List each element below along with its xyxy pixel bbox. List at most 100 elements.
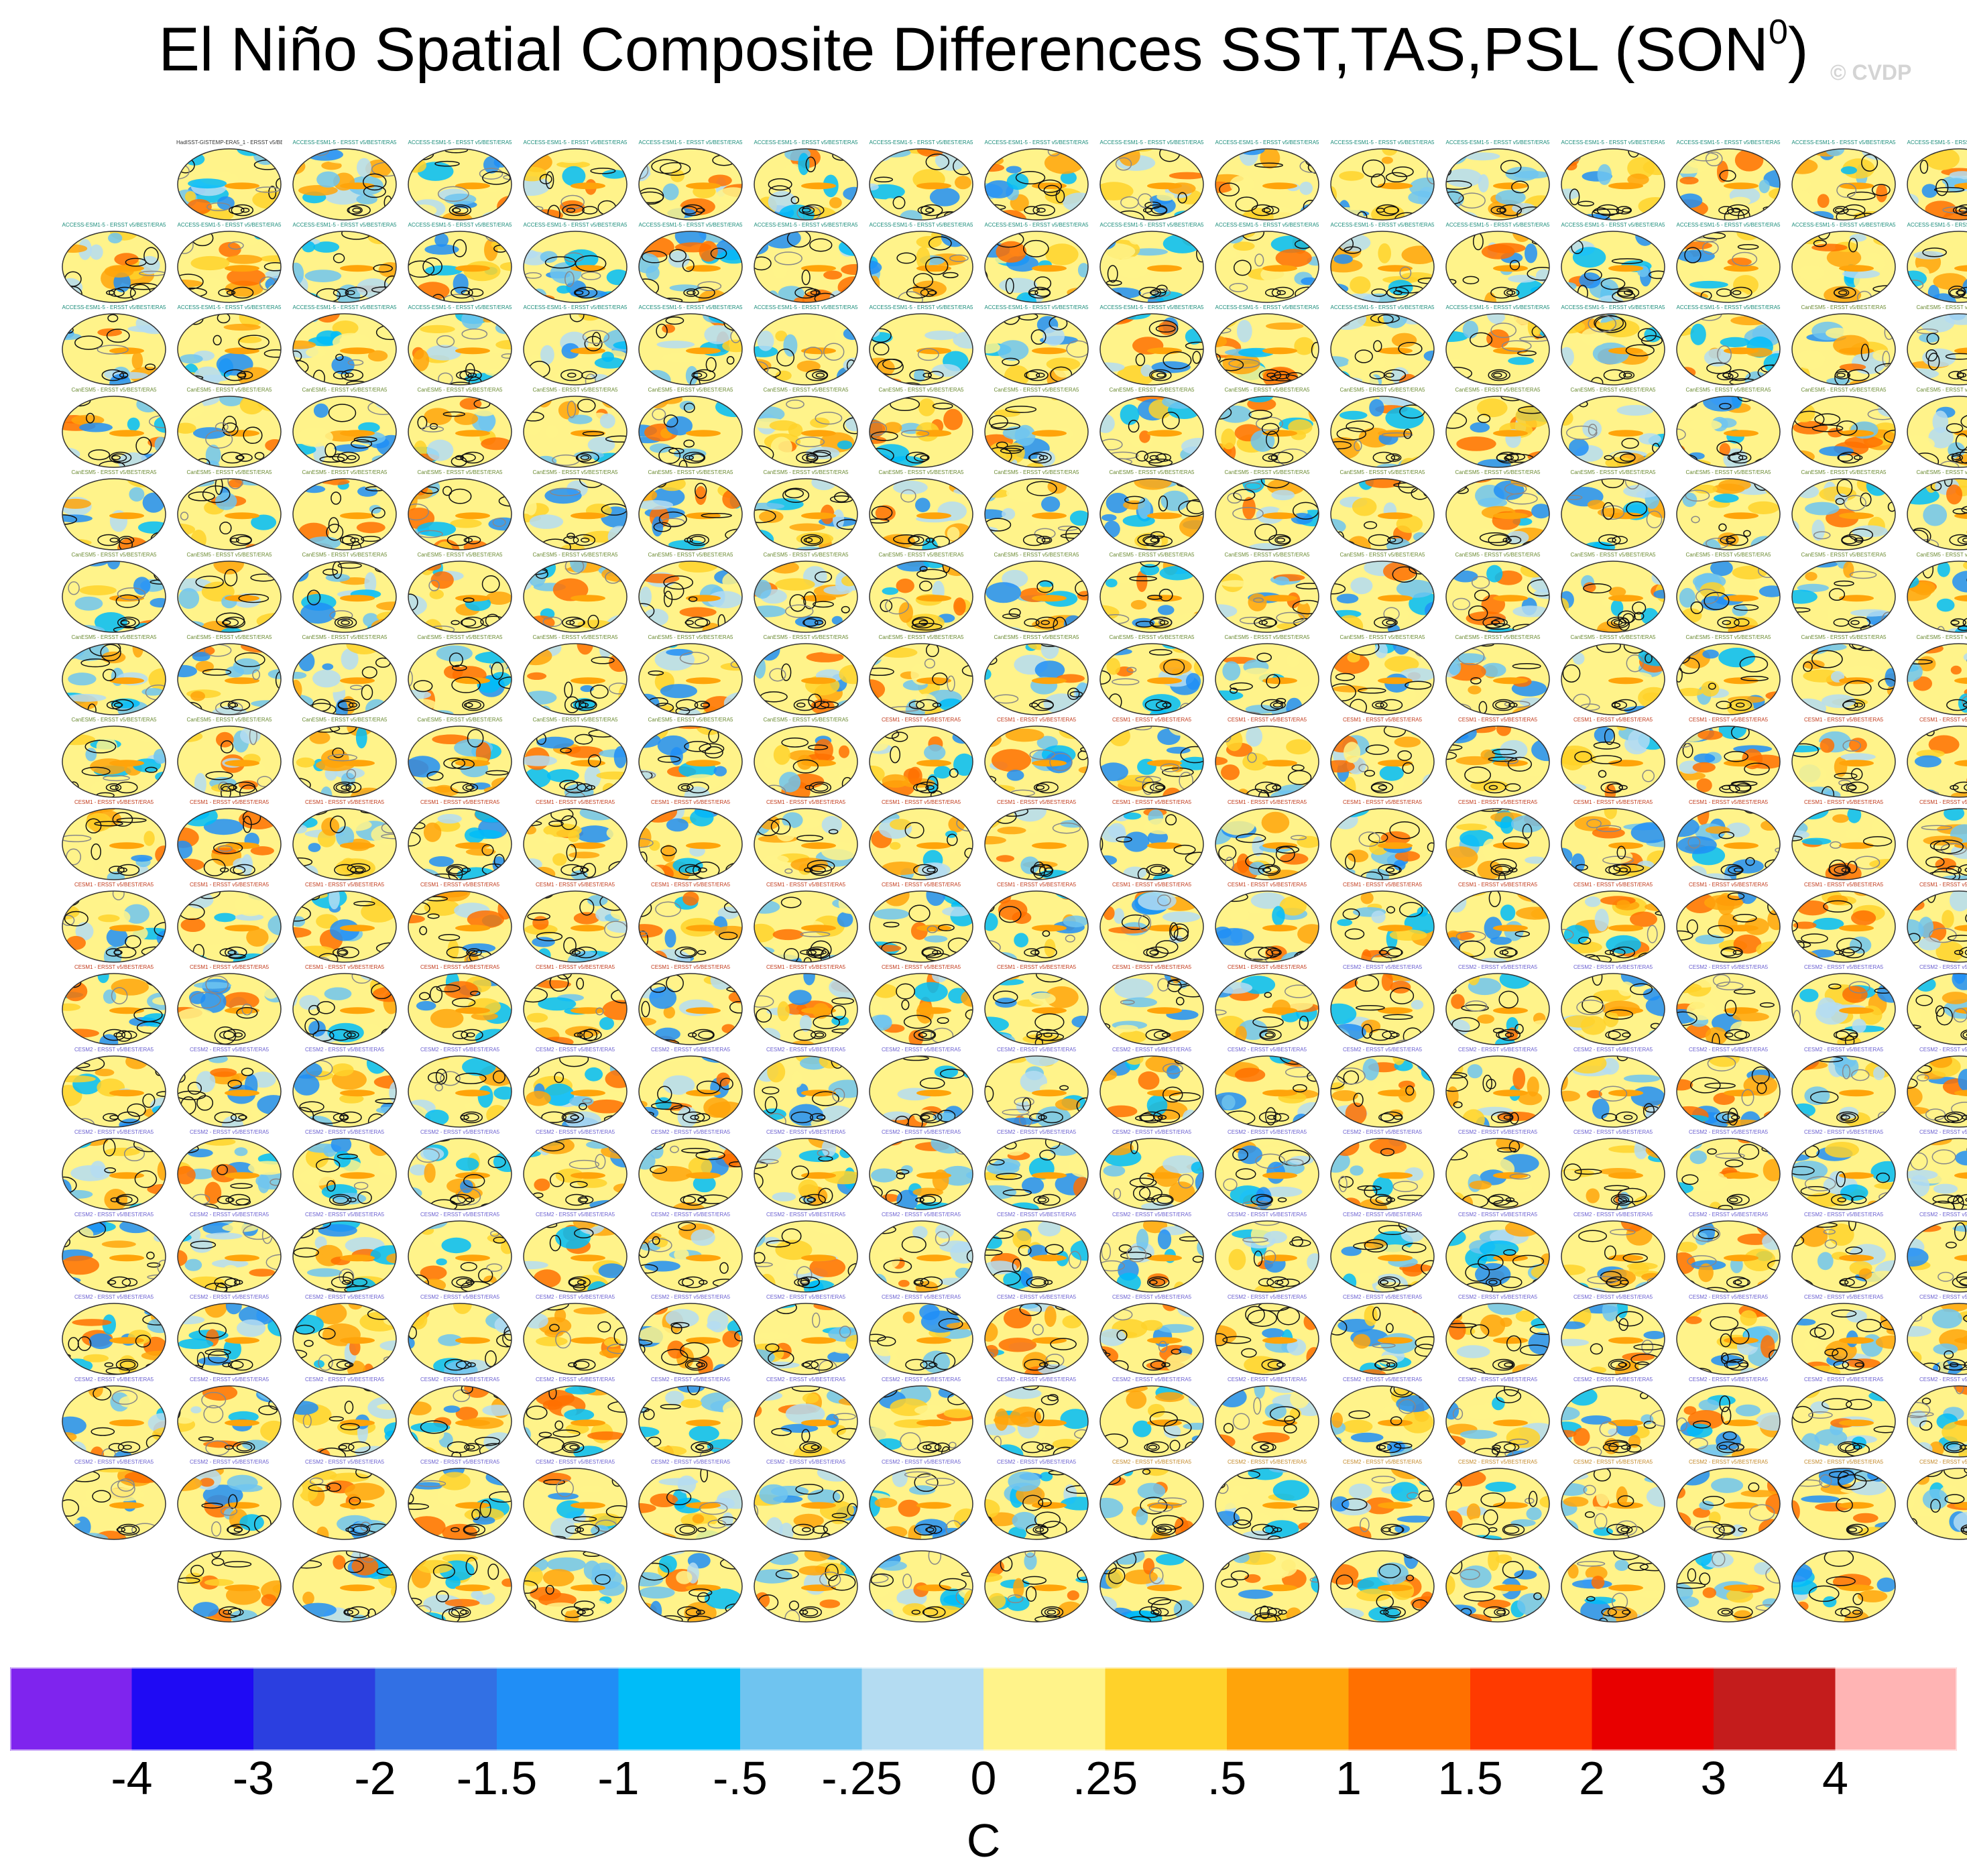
- map-panel-label: CESM1 - ERSST v5/BEST/ERA5: [1112, 964, 1192, 970]
- map-panel: CanESM5 - ERSST v5/BEST/ERA5: [1560, 469, 1666, 551]
- global-map: [408, 478, 512, 550]
- map-panel-label: CESM1 - ERSST v5/BEST/ERA5: [881, 882, 961, 888]
- map-panel-label: CESM2 - ERSST v5/BEST/ERA5: [1342, 1212, 1423, 1218]
- map-panel: CanESM5 - ERSST v5/BEST/ERA5: [1214, 387, 1320, 469]
- global-map: [177, 313, 282, 386]
- map-panel: CESM1 - ERSST v5/BEST/ERA5: [868, 799, 974, 881]
- map-panel: CanESM5 - ERSST v5/BEST/ERA5: [984, 387, 1089, 469]
- map-panel-label: CanESM5 - ERSST v5/BEST/ERA5: [1224, 469, 1310, 475]
- map-panel-label: CESM2 - ERSST v5/BEST/ERA5: [304, 1376, 385, 1383]
- global-map: [177, 1220, 282, 1293]
- global-map: [1676, 231, 1781, 303]
- global-map: [984, 1550, 1089, 1623]
- map-panel-label: CanESM5 - ERSST v5/BEST/ERA5: [186, 469, 272, 475]
- map-panel-label: CanESM5 - ERSST v5/BEST/ERA5: [1339, 469, 1425, 475]
- map-panel-label: CanESM5 - ERSST v5/BEST/ERA5: [994, 634, 1079, 640]
- map-panel-label: CanESM5 - ERSST v5/BEST/ERA5: [1685, 634, 1771, 640]
- global-map: [292, 396, 397, 468]
- map-panel: CanESM5 - ERSST v5/BEST/ERA5: [407, 387, 513, 469]
- map-panel-label: CanESM5 - ERSST v5/BEST/ERA5: [994, 552, 1079, 558]
- map-panel: CanESM5 - ERSST v5/BEST/ERA5: [753, 634, 859, 716]
- map-panel: CESM2 - ERSST v5/BEST/ERA5: [1791, 1047, 1897, 1128]
- map-panel: ACCESS-ESM1-5 - ERSST v5/BEST/ERA5: [1675, 139, 1781, 221]
- map-panel: ACCESS-ESM1-5 - ERSST v5/BEST/ERA5: [1445, 139, 1551, 221]
- map-panel-label: ACCESS-ESM1-5 - ERSST v5/BEST/ERA5: [1791, 222, 1896, 228]
- map-panel-label: CESM1 - ERSST v5/BEST/ERA5: [650, 964, 731, 970]
- map-panel: ACCESS-ESM1-5 - ERSST v5/BEST/ERA5: [1560, 222, 1666, 304]
- colorbar-tick-label: 1: [1335, 1752, 1362, 1804]
- map-panel-label: ACCESS-ESM1-5 - ERSST v5/BEST/ERA5: [869, 222, 973, 228]
- map-panel-grid: HadISST-GISTEMP-ERA5_1 - ERSST v5/BEST/E…: [61, 139, 1967, 1623]
- map-panel: CESM1 - ERSST v5/BEST/ERA5: [1906, 717, 1967, 799]
- map-panel-label: CESM2 - ERSST v5/BEST/ERA5: [1227, 1376, 1307, 1383]
- global-map: [523, 148, 628, 221]
- global-map: [1561, 890, 1665, 963]
- map-panel: CESM2 - ERSST v5/BEST/ERA5: [1329, 964, 1435, 1046]
- map-panel-label: CESM1 - ERSST v5/BEST/ERA5: [766, 799, 846, 805]
- global-map: [754, 643, 858, 715]
- colorbar-tick-label: -4: [111, 1752, 153, 1804]
- map-panel: CESM2 - ERSST v5/BEST/ERA5: [638, 1047, 743, 1128]
- map-panel: CESM2 - ERSST v5/BEST/ERA5: [753, 1459, 859, 1541]
- map-panel: CESM2 - ERSST v5/BEST/ERA5: [292, 1047, 398, 1128]
- map-panel-label: CESM1 - ERSST v5/BEST/ERA5: [1573, 799, 1653, 805]
- map-panel: [753, 1541, 859, 1623]
- global-map: [638, 396, 743, 468]
- global-map: [1099, 643, 1204, 715]
- map-panel-label: CanESM5 - ERSST v5/BEST/ERA5: [1801, 304, 1887, 310]
- map-panel: CanESM5 - ERSST v5/BEST/ERA5: [1214, 469, 1320, 551]
- map-panel: CESM1 - ERSST v5/BEST/ERA5: [1445, 882, 1551, 963]
- global-map: [638, 725, 743, 798]
- map-panel: CESM2 - ERSST v5/BEST/ERA5: [753, 1212, 859, 1293]
- global-map: [1676, 148, 1781, 221]
- global-map: [1330, 148, 1435, 221]
- global-map: [1215, 643, 1319, 715]
- map-panel-label: CESM1 - ERSST v5/BEST/ERA5: [304, 882, 385, 888]
- colorbar-segment: [375, 1667, 497, 1751]
- global-map: [1445, 561, 1550, 633]
- global-map: [1676, 313, 1781, 386]
- map-panel: CESM1 - ERSST v5/BEST/ERA5: [1560, 799, 1666, 881]
- map-panel-label: CanESM5 - ERSST v5/BEST/ERA5: [1109, 469, 1195, 475]
- global-map: [1215, 561, 1319, 633]
- global-map: [1445, 148, 1550, 221]
- global-map: [1215, 313, 1319, 386]
- map-panel: CESM2 - ERSST v5/BEST/ERA5: [292, 1459, 398, 1541]
- global-map: [1561, 643, 1665, 715]
- global-map: [292, 478, 397, 550]
- global-map: [62, 478, 166, 550]
- map-panel-label: CESM2 - ERSST v5/BEST/ERA5: [996, 1129, 1077, 1135]
- map-panel: [638, 1541, 743, 1623]
- global-map: [1215, 1220, 1319, 1293]
- global-map: [869, 1303, 973, 1375]
- map-panel-label: CESM2 - ERSST v5/BEST/ERA5: [1112, 1459, 1192, 1465]
- map-panel-label: CanESM5 - ERSST v5/BEST/ERA5: [648, 469, 733, 475]
- map-panel-label: CanESM5 - ERSST v5/BEST/ERA5: [71, 552, 157, 558]
- global-map: [177, 808, 282, 880]
- map-panel-label: CESM1 - ERSST v5/BEST/ERA5: [1688, 717, 1769, 723]
- map-panel-label: CanESM5 - ERSST v5/BEST/ERA5: [1339, 634, 1425, 640]
- map-panel-label: CanESM5 - ERSST v5/BEST/ERA5: [532, 552, 618, 558]
- global-map: [1907, 231, 1967, 303]
- global-map: [638, 1303, 743, 1375]
- map-panel: CESM1 - ERSST v5/BEST/ERA5: [753, 799, 859, 881]
- map-panel-label: CESM1 - ERSST v5/BEST/ERA5: [535, 799, 615, 805]
- map-panel: CESM2 - ERSST v5/BEST/ERA5: [984, 1459, 1089, 1541]
- map-panel-label: CanESM5 - ERSST v5/BEST/ERA5: [71, 634, 157, 640]
- map-panel-label: CESM2 - ERSST v5/BEST/ERA5: [1688, 1047, 1769, 1053]
- global-map: [1907, 1220, 1967, 1293]
- global-map: [1330, 808, 1435, 880]
- map-panel-label: CESM2 - ERSST v5/BEST/ERA5: [1112, 1376, 1192, 1383]
- map-panel: CESM1 - ERSST v5/BEST/ERA5: [1445, 799, 1551, 881]
- map-panel-label: CESM1 - ERSST v5/BEST/ERA5: [189, 882, 270, 888]
- map-panel-label: CESM2 - ERSST v5/BEST/ERA5: [189, 1459, 270, 1465]
- map-panel: CESM1 - ERSST v5/BEST/ERA5: [1675, 799, 1781, 881]
- global-map: [1215, 973, 1319, 1045]
- map-panel-label: ACCESS-ESM1-5 - ERSST v5/BEST/ERA5: [292, 139, 397, 145]
- map-panel-label: CanESM5 - ERSST v5/BEST/ERA5: [1455, 469, 1541, 475]
- map-panel-label: CESM2 - ERSST v5/BEST/ERA5: [996, 1047, 1077, 1053]
- map-panel-label: CESM2 - ERSST v5/BEST/ERA5: [1112, 1129, 1192, 1135]
- map-panel: CESM2 - ERSST v5/BEST/ERA5: [61, 1212, 167, 1293]
- map-panel: [1329, 1541, 1435, 1623]
- map-panel-label: CESM2 - ERSST v5/BEST/ERA5: [1342, 1129, 1423, 1135]
